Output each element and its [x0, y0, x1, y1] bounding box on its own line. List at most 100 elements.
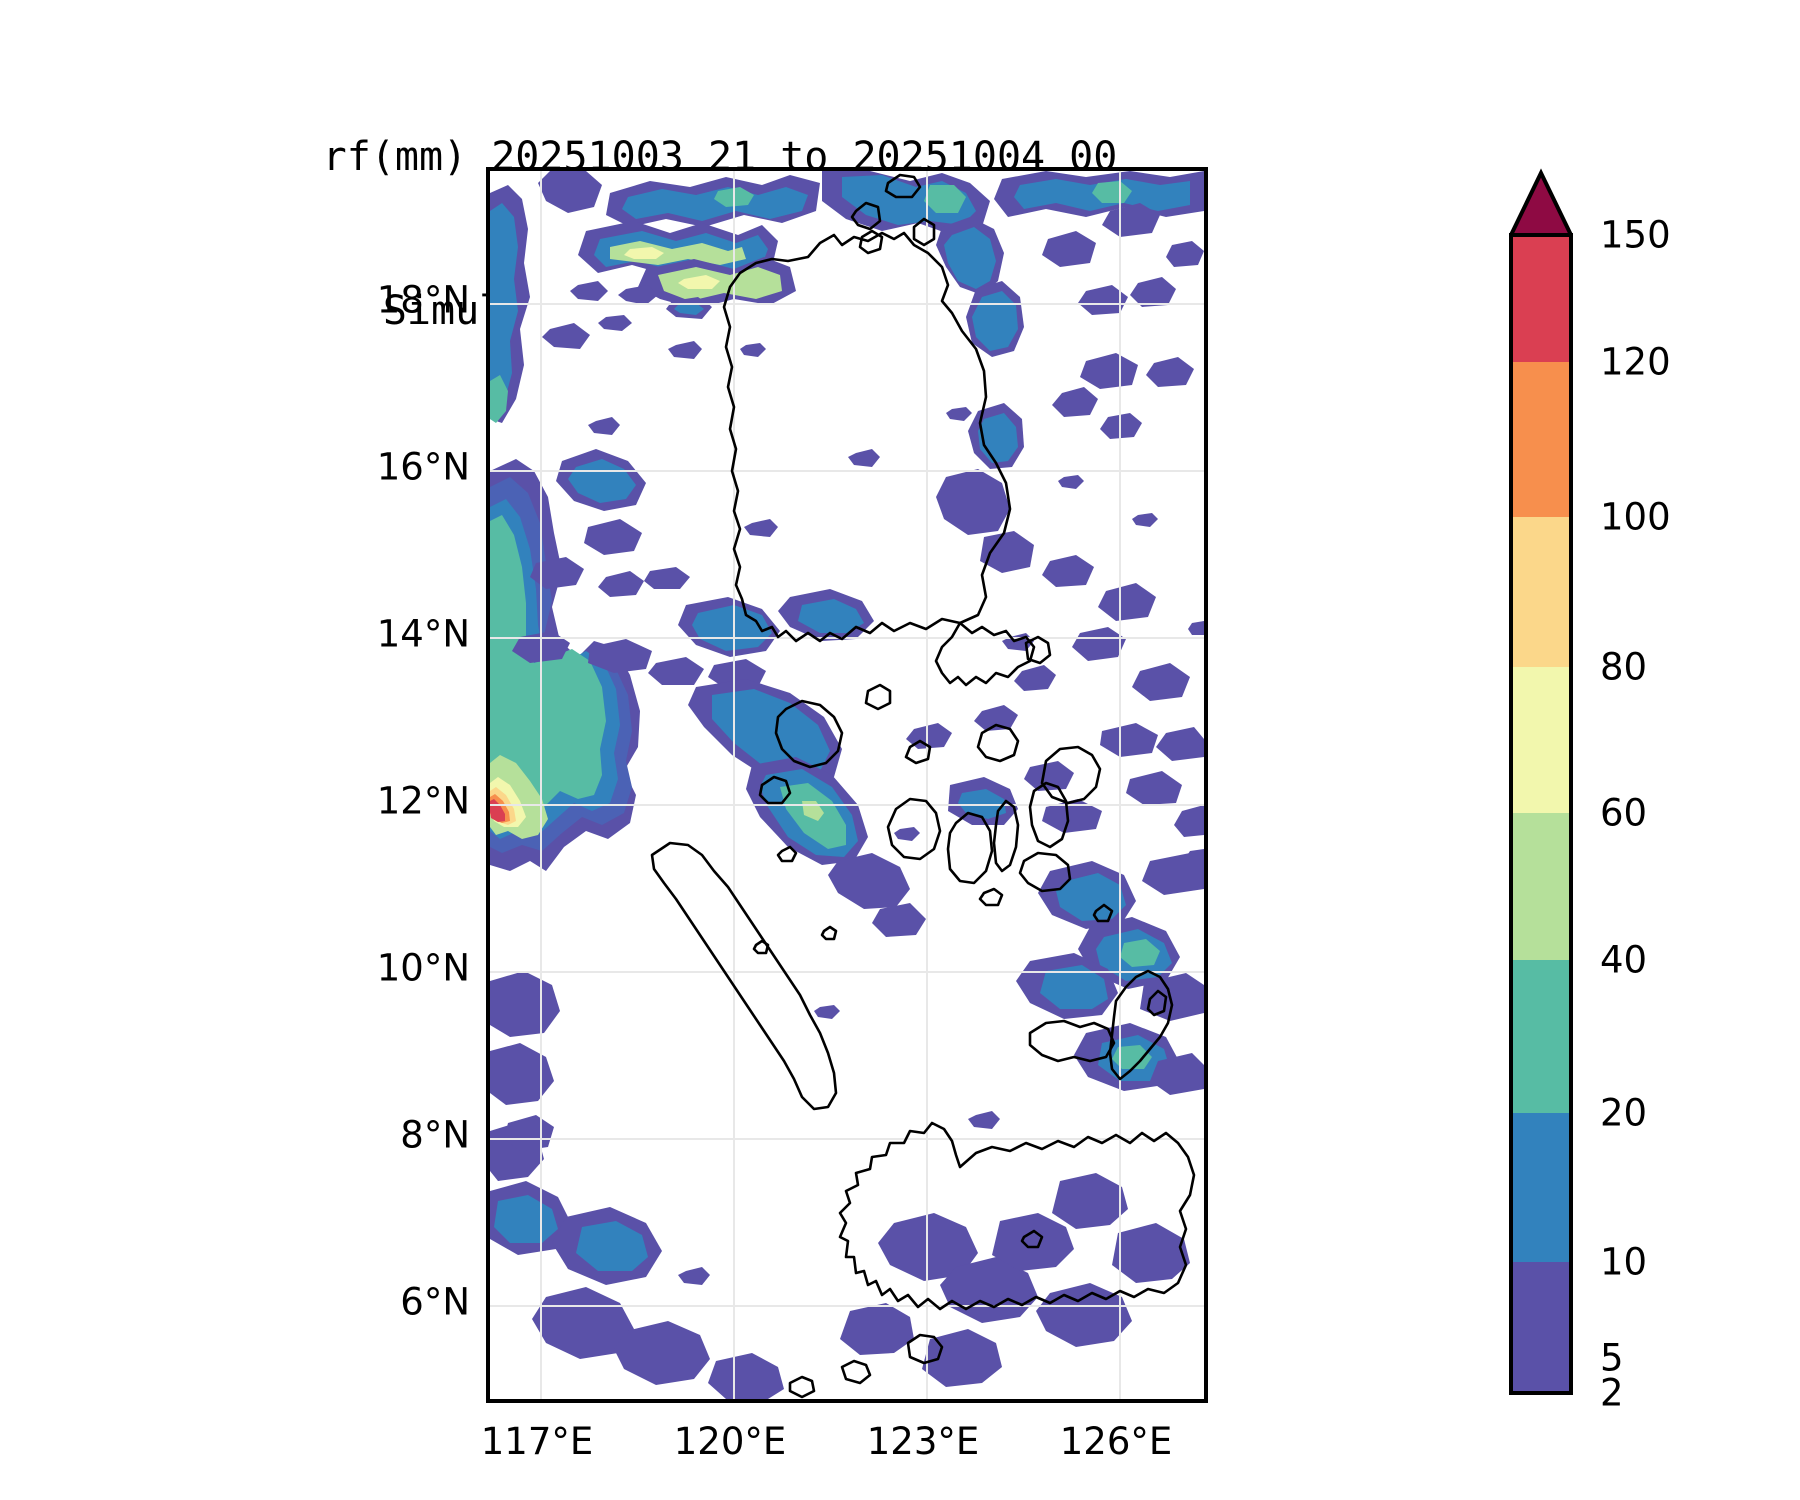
ytick-label-16n: 16°N — [376, 445, 470, 489]
coastline-panay — [886, 797, 942, 861]
coastline-samar — [1040, 745, 1102, 805]
rain-cell-south-h — [922, 1329, 1002, 1387]
coastline-babuyan-1 — [884, 173, 922, 199]
rain-dot-5 — [946, 407, 972, 421]
rain-cell-visayas-i — [1014, 665, 1056, 691]
rain-cell-south-g — [840, 1303, 914, 1355]
coastline-babuyan-3 — [858, 229, 884, 255]
coastline-masbate — [976, 723, 1020, 763]
coastline-bicol — [934, 621, 1036, 687]
rain-cell-mind-n — [1142, 853, 1204, 895]
rain-cell-sulu-g — [576, 1221, 648, 1271]
xtick-label-123e: 123°E — [866, 1420, 980, 1463]
rain-cell-midwest-d — [530, 557, 584, 589]
rain-cell-east-n — [1156, 727, 1204, 761]
ytick-label-12n: 12°N — [376, 779, 470, 823]
rain-cell-north-band-d3 — [1092, 181, 1132, 203]
rain-cell-east-f — [1080, 353, 1138, 389]
rain-cell-north-dot-f — [542, 323, 590, 349]
coastline-islet-2 — [752, 939, 770, 955]
rain-cell-east-l — [1072, 627, 1126, 661]
rain-dot-1 — [848, 449, 880, 467]
rain-cell-14n-d — [798, 599, 864, 633]
rain-dot-15 — [588, 417, 620, 435]
colorbar-label-5: 5 — [1600, 1336, 1624, 1380]
map-canvas — [490, 171, 1204, 1399]
rain-cell-band17-d — [624, 247, 664, 259]
rain-cell-mind-j — [1112, 1045, 1152, 1069]
rain-cell-14n-e — [588, 639, 652, 673]
rain-cell-sulu-j — [708, 1353, 784, 1399]
ytick-label-10n: 10°N — [376, 946, 470, 990]
colorbar-label-120: 120 — [1600, 340, 1671, 384]
rain-cell-band17-g — [678, 275, 720, 289]
rain-cell-sulu-i — [614, 1321, 710, 1385]
colorbar-label-2: 2 — [1600, 1371, 1624, 1415]
rain-dot-4 — [740, 343, 766, 357]
colorbar-label-100: 100 — [1600, 495, 1671, 539]
coastline-layer — [650, 173, 1196, 1399]
rain-cell-sulu-b — [490, 1043, 554, 1105]
rain-cell-east-g — [1146, 357, 1194, 387]
rain-cell-north-band-a — [538, 171, 602, 213]
rain-cell-east-b — [1102, 203, 1160, 237]
rain-cell-north-dot-b — [618, 285, 658, 305]
xtick-label-120e: 120°E — [673, 1420, 787, 1463]
rain-cell-midwest-f — [644, 567, 690, 589]
rain-dot-10 — [1186, 849, 1204, 865]
rain-cell-mindoro-g — [828, 853, 910, 909]
rain-cell-east-h — [1052, 387, 1098, 417]
coastline-palawan — [650, 841, 838, 1111]
rain-cell-visayas-f — [1126, 771, 1182, 805]
rain-dot-14 — [968, 1111, 1000, 1129]
rain-cell-visayas-c — [1024, 761, 1074, 791]
colorbar-band-100-120 — [1511, 362, 1571, 517]
rain-cell-14n-g — [648, 657, 704, 685]
rain-cell-south-e — [1052, 1173, 1128, 1229]
colorbar-band-20-40 — [1511, 960, 1571, 1113]
colorbar-canvas — [1509, 168, 1573, 1395]
map-gridlines — [490, 171, 1204, 1399]
rain-cell-east-m — [1132, 663, 1190, 701]
coastline-sulu1 — [840, 1359, 872, 1385]
rain-dot-8 — [1058, 475, 1084, 489]
rain-cell-band17-f — [658, 267, 782, 301]
rain-cell-midwest-e — [598, 571, 644, 597]
xtick-label-117e: 117°E — [480, 1420, 594, 1463]
coastline-marinduque — [864, 683, 892, 711]
rain-cell-mind-l — [1150, 1053, 1204, 1095]
colorbar-label-60: 60 — [1600, 791, 1648, 835]
rain-dot-6 — [1188, 621, 1204, 635]
coastline-busuanga — [758, 775, 792, 805]
coastline-siquijor — [978, 887, 1004, 907]
coastline-dinagat — [1146, 989, 1168, 1017]
colorbar-label-80: 80 — [1600, 645, 1648, 689]
map-plot-area[interactable] — [486, 167, 1208, 1403]
coastline-islet-1 — [820, 925, 838, 941]
rainfall-colorbar[interactable] — [1509, 167, 1573, 1395]
colorbar-band-10-20 — [1511, 1113, 1571, 1262]
coastline-negros — [946, 811, 994, 885]
ytick-label-8n: 8°N — [400, 1113, 470, 1157]
ytick-label-14n: 14°N — [376, 612, 470, 656]
rain-dot-9 — [678, 1267, 710, 1285]
rain-dot-12 — [894, 827, 920, 841]
rain-cell-west-core-l4 — [490, 515, 606, 825]
colorbar-band-120-150 — [1511, 235, 1571, 362]
colorbar-band-80-100 — [1511, 517, 1571, 667]
colorbar-band-40-60 — [1511, 813, 1571, 960]
xtick-label-126e: 126°E — [1059, 1420, 1173, 1463]
coastline-islet-4 — [1020, 1229, 1044, 1249]
rain-cell-south-f — [1112, 1223, 1190, 1283]
coastline-basilan — [906, 1333, 944, 1365]
rain-cell-north-band-c3 — [924, 185, 966, 213]
coastline-mindanao — [838, 1121, 1196, 1311]
coastline-babuyan-2 — [850, 201, 882, 231]
rain-cell-east-d — [1130, 277, 1176, 307]
rain-cell-nw-column-3 — [490, 375, 508, 423]
rainfall-contour-layer — [490, 171, 1204, 1399]
rain-cell-visayas-e — [1100, 723, 1158, 757]
rain-cell-east-j — [1042, 555, 1094, 587]
rain-cell-south-c — [992, 1213, 1074, 1271]
